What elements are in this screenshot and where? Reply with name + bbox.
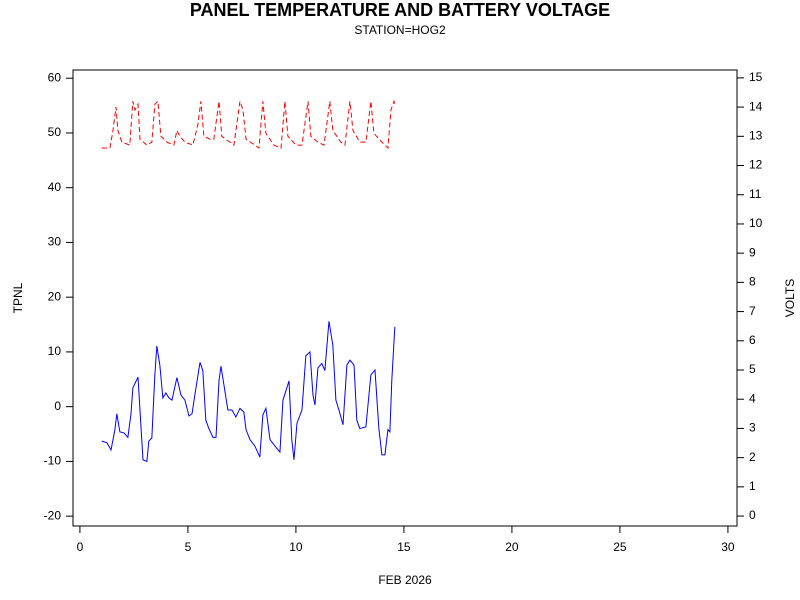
y2-tick-label: 1 — [749, 479, 756, 493]
y-tick-label: -20 — [44, 508, 62, 522]
x-tick-label: 0 — [77, 540, 84, 554]
chart-subtitle: STATION=HOG2 — [354, 23, 446, 37]
x-tick-label: 5 — [185, 540, 192, 554]
y2-axis-label: VOLTS — [783, 279, 797, 317]
y2-tick-label: 10 — [749, 216, 763, 230]
x-tick-label: 30 — [721, 540, 735, 554]
y2-tick-label: 3 — [749, 421, 756, 435]
y2-tick-label: 5 — [749, 362, 756, 376]
y2-tick-label: 0 — [749, 508, 756, 522]
data-line — [101, 99, 396, 150]
x-tick-label: 10 — [289, 540, 303, 554]
y-tick-label: 0 — [54, 399, 61, 413]
y-tick-label: 30 — [48, 235, 62, 249]
x-tick-label: 20 — [505, 540, 519, 554]
x-tick-label: 15 — [397, 540, 411, 554]
y-tick-label: 50 — [48, 125, 62, 139]
y-axis-label: TPNL — [11, 282, 25, 313]
y2-tick-label: 11 — [749, 187, 762, 201]
x-axis-label: FEB 2026 — [378, 573, 432, 587]
chart-title: PANEL TEMPERATURE AND BATTERY VOLTAGE — [190, 0, 610, 20]
data-line — [101, 321, 396, 463]
y2-tick-label: 2 — [749, 450, 756, 464]
y-tick-label: 60 — [48, 70, 62, 84]
y2-tick-label: 7 — [749, 304, 756, 318]
y-tick-label: 20 — [48, 289, 62, 303]
plot-frame — [72, 69, 738, 527]
y2-tick-label: 15 — [749, 70, 763, 84]
y2-tick-label: 12 — [749, 158, 763, 172]
y2-tick-label: 4 — [749, 391, 756, 405]
y-tick-label: 10 — [48, 344, 62, 358]
y2-tick-label: 9 — [749, 245, 756, 259]
y-tick-label: 40 — [48, 180, 62, 194]
y2-tick-label: 6 — [749, 333, 756, 347]
y2-tick-label: 13 — [749, 128, 763, 142]
y2-tick-label: 8 — [749, 275, 756, 289]
y-tick-label: -10 — [44, 454, 62, 468]
x-tick-label: 25 — [613, 540, 627, 554]
y2-tick-label: 14 — [749, 99, 763, 113]
